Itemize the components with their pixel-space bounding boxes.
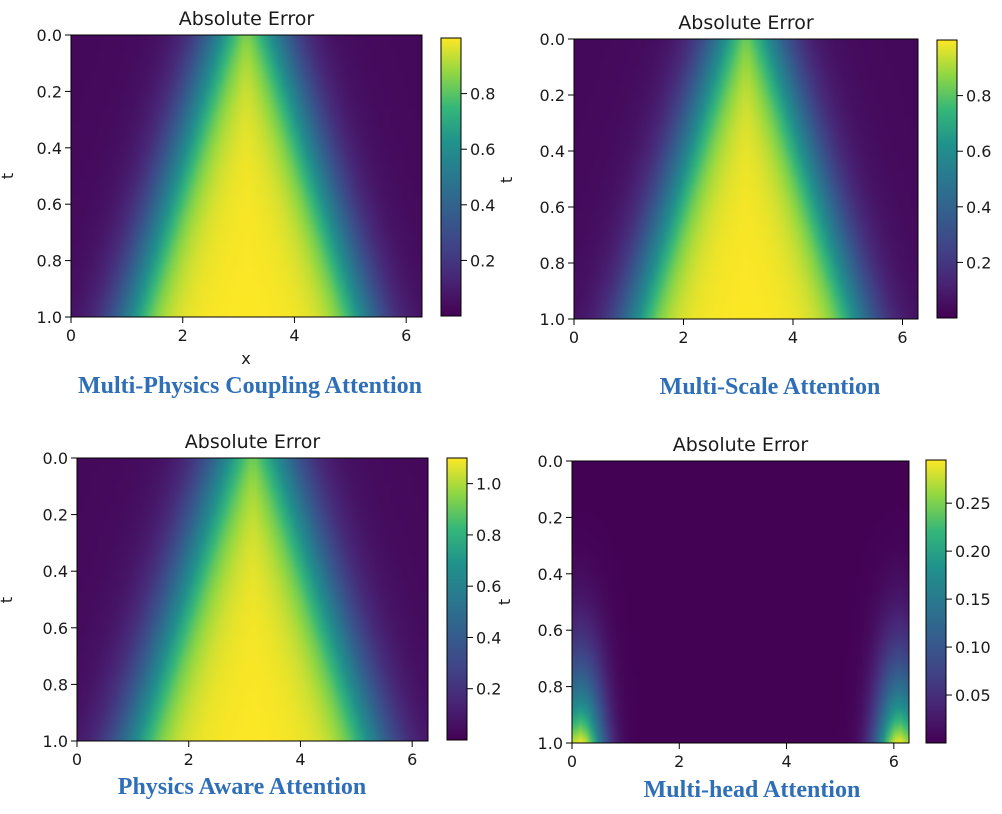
heatmap-image <box>574 39 918 319</box>
x-tick-label: 0 <box>66 326 76 345</box>
x-tick-label: 6 <box>401 326 411 345</box>
plot-frame <box>70 34 423 318</box>
colorbar-tick-label: 0.8 <box>966 87 991 106</box>
y-tick-label: 0.2 <box>43 506 68 525</box>
heatmap-image <box>77 458 428 741</box>
colorbar-tick-label: 0.8 <box>476 526 501 545</box>
y-tick-label: 0.6 <box>43 619 68 638</box>
colorbar <box>936 39 958 319</box>
colorbar-tick-label: 0.4 <box>476 628 501 647</box>
colorbar-tick-label: 0.2 <box>470 251 495 270</box>
colorbar-tick-label: 0.6 <box>476 577 501 596</box>
y-tick-label: 0.0 <box>540 30 565 49</box>
x-tick-label: 6 <box>407 750 417 769</box>
colorbar-tick-label: 0.8 <box>470 85 495 104</box>
chart-title: Absolute Error <box>678 12 814 34</box>
y-tick-label: 0.6 <box>37 195 62 214</box>
y-tick-label: 0.0 <box>538 452 563 471</box>
x-tick-label: 2 <box>178 326 188 345</box>
y-axis-label: t <box>0 173 17 179</box>
x-tick-label: 4 <box>295 750 305 769</box>
colorbar-tick-label: 0.6 <box>966 142 991 161</box>
colorbar <box>440 37 462 317</box>
y-tick-label: 0.8 <box>538 678 563 697</box>
heatmap-image <box>572 461 909 743</box>
x-tick-label: 2 <box>678 328 688 347</box>
colorbar-tick-label: 0.6 <box>470 140 495 159</box>
panel-caption: Multi-Physics Coupling Attention <box>78 373 422 399</box>
chart-panel-3: Absolute Error0.00.20.40.60.81.00246t0.2… <box>0 431 501 800</box>
y-tick-label: 0.2 <box>37 82 62 101</box>
y-tick-label: 0.8 <box>540 254 565 273</box>
x-tick-label: 4 <box>788 328 798 347</box>
x-axis-label: x <box>241 349 250 368</box>
chart-title: Absolute Error <box>673 434 809 456</box>
x-tick-label: 0 <box>569 328 579 347</box>
y-tick-label: 1.0 <box>37 308 62 327</box>
y-tick-label: 0.4 <box>540 142 565 161</box>
colorbar-tick-label: 0.20 <box>955 542 991 561</box>
y-tick-label: 0.4 <box>37 139 62 158</box>
y-tick-label: 0.4 <box>538 565 563 584</box>
heatmap-image <box>71 35 422 317</box>
colorbar-tick-label: 0.25 <box>955 494 991 513</box>
x-tick-label: 6 <box>889 752 899 771</box>
colorbar-tick-label: 0.4 <box>966 198 991 217</box>
y-axis-label: t <box>0 597 16 603</box>
chart-title: Absolute Error <box>185 431 321 453</box>
x-tick-label: 2 <box>184 750 194 769</box>
x-tick-label: 6 <box>897 328 907 347</box>
y-tick-label: 0.2 <box>538 508 563 527</box>
y-tick-label: 0.6 <box>538 621 563 640</box>
y-tick-label: 0.2 <box>540 86 565 105</box>
y-tick-label: 1.0 <box>540 310 565 329</box>
chart-panel-2: Absolute Error 0.0 0.2 0.4 0.6 0.8 1.00 2 4 6 t 0.2… <box>497 12 991 400</box>
y-tick-label: 1.0 <box>538 734 563 753</box>
y-axis-label: t <box>497 177 516 183</box>
x-tick-label: 2 <box>674 752 684 771</box>
colorbar-tick-label: 0.2 <box>966 253 991 272</box>
x-tick-label: 0 <box>72 750 82 769</box>
colorbar <box>925 459 947 744</box>
plot-frame <box>571 460 910 744</box>
colorbar-tick-label: 1.0 <box>476 475 501 494</box>
y-tick-label: 0.0 <box>43 449 68 468</box>
colorbar <box>446 457 468 741</box>
x-tick-label: 4 <box>289 326 299 345</box>
x-tick-label: 0 <box>567 752 577 771</box>
chart-panel-1: Absolute Error 0.0 0.2 0.4 0.6 0.8 1.00 2 4 6 x t 0.… <box>0 8 495 399</box>
y-tick-label: 0.0 <box>37 26 62 45</box>
colorbar-tick-label: 0.05 <box>955 686 991 705</box>
plot-frame <box>573 38 919 320</box>
y-axis-label: t <box>495 599 514 605</box>
y-tick-label: 0.4 <box>43 562 68 581</box>
y-tick-label: 0.8 <box>43 675 68 694</box>
chart-title: Absolute Error <box>179 8 315 30</box>
colorbar-tick-label: 0.10 <box>955 638 991 657</box>
y-tick-label: 0.6 <box>540 198 565 217</box>
colorbar-tick-label: 0.2 <box>476 680 501 699</box>
panel-caption: Multi-head Attention <box>644 777 861 803</box>
colorbar-tick-label: 0.4 <box>470 196 495 215</box>
x-tick-label: 4 <box>781 752 791 771</box>
colorbar-tick-label: 0.15 <box>955 590 991 609</box>
y-tick-label: 0.8 <box>37 252 62 271</box>
panel-caption: Multi-Scale Attention <box>660 374 881 400</box>
y-tick-label: 1.0 <box>43 732 68 751</box>
panel-caption: Physics Aware Attention <box>118 774 366 800</box>
plot-frame <box>76 457 429 742</box>
chart-panel-4: Absolute Error 0.0 0.2 0.4 0.6 0.8 1.00 2 4 6 t 0.0… <box>495 434 991 803</box>
